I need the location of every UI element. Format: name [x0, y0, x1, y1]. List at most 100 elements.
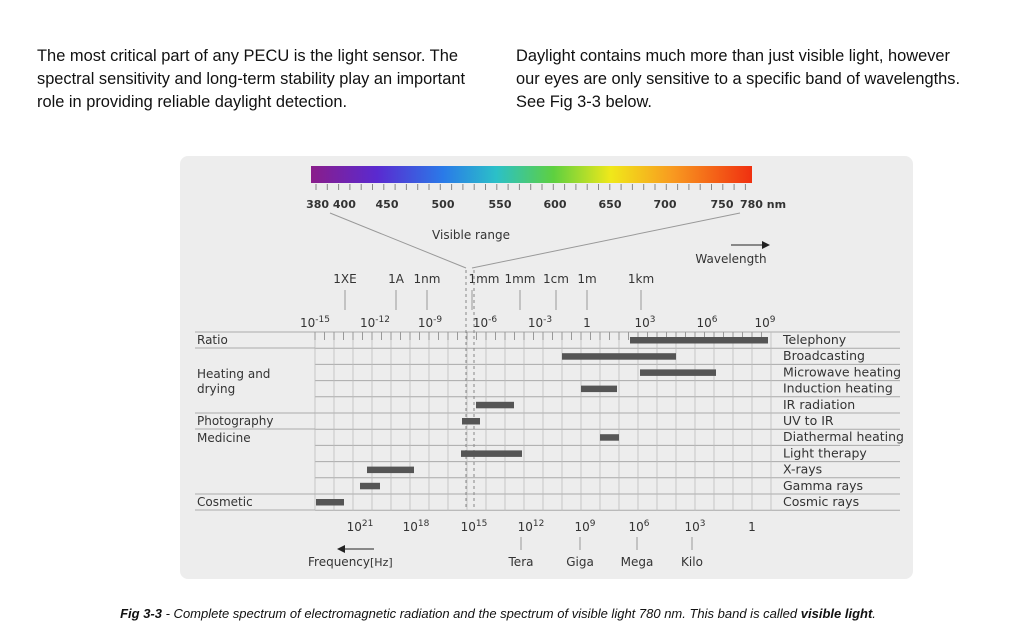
spectrum-bar [311, 166, 752, 183]
application-label: Gamma rays [783, 478, 863, 493]
application-label: Cosmic rays [783, 494, 859, 509]
frequency-power: 1018 [403, 519, 430, 534]
power-exp: 9 [770, 315, 776, 325]
power-exp: 9 [590, 519, 596, 529]
frequency-text: Frequency [308, 555, 370, 569]
wavelength-power: 1 [583, 316, 591, 330]
frequency-unit: [Hz] [370, 556, 393, 569]
frequency-power: 103 [684, 519, 705, 534]
range-bar [316, 499, 344, 506]
paragraph-line: our eyes are only sensitive to a specifi… [516, 69, 960, 88]
frequency-label: Frequency[Hz] [308, 555, 393, 569]
wavelength-power: 10-6 [473, 315, 498, 330]
caption-text: - Complete spectrum of electromagnetic r… [162, 606, 801, 621]
power-exp: 21 [362, 519, 373, 529]
range-bar [581, 385, 617, 393]
application-label: Induction heating [783, 381, 893, 396]
prefix: Mega [621, 555, 654, 569]
power-base: 10 [628, 520, 643, 534]
wavelength-nm-label: 600 [544, 198, 567, 211]
power-base: 10 [528, 316, 543, 330]
length-unit: 1m [577, 272, 596, 286]
power-base: 10 [684, 520, 699, 534]
wavelength-nm-label: 750 [711, 198, 734, 211]
wavelength-nm-label: 550 [489, 198, 512, 211]
application-label: Diathermal heating [783, 429, 904, 444]
length-unit: 1mm [504, 272, 535, 286]
wavelength-power: 109 [754, 315, 775, 330]
power-base: 10 [473, 316, 488, 330]
length-unit: 1XE [333, 272, 356, 286]
power-base: 10 [461, 520, 476, 534]
power-base: 10 [518, 520, 533, 534]
wavelength-power: 10-12 [360, 315, 390, 330]
power-exp: 6 [644, 519, 650, 529]
wavelength-nm-label: 700 [654, 198, 677, 211]
wavelength-power: 106 [696, 315, 717, 330]
power-exp: -9 [433, 315, 442, 325]
power-base: 10 [634, 316, 649, 330]
length-unit: 1mm [468, 272, 499, 286]
length-unit: 1nm [414, 272, 441, 286]
application-label: Microwave heating [783, 364, 901, 379]
wavelength-nm-label: 780 nm [740, 198, 786, 211]
length-unit: 1A [388, 272, 405, 286]
range-bar [462, 418, 480, 425]
application-label: Broadcasting [783, 348, 865, 363]
power-exp: -6 [488, 315, 497, 325]
range-bar [600, 434, 619, 441]
visible-range: Visible range [432, 228, 510, 242]
visible-line [471, 212, 741, 269]
group-label: Photography [197, 414, 273, 428]
caption: Fig 3-3 - Complete spectrum of electroma… [120, 606, 876, 621]
frequency-power: 1012 [518, 519, 545, 534]
application-label: X-rays [783, 462, 822, 477]
wavelength-nm-label: 380 400 [306, 198, 356, 211]
prefix: Kilo [681, 555, 703, 569]
power-exp: -12 [375, 315, 390, 325]
group-label: Heating and [197, 367, 270, 381]
frequency-power: 1 [748, 520, 756, 534]
wavelength-power: 10-9 [418, 315, 443, 330]
group-label: Ratio [197, 333, 228, 347]
arrow-head [762, 241, 770, 249]
frequency-power: 1015 [461, 519, 488, 534]
prefix: Giga [566, 555, 594, 569]
power-base: 10 [418, 316, 433, 330]
length-unit: 1cm [543, 272, 569, 286]
wavelength-nm-label: 450 [376, 198, 399, 211]
power-exp: 3 [650, 315, 656, 325]
power-exp: 6 [712, 315, 718, 325]
power-exp: 3 [700, 519, 706, 529]
power-base: 1 [748, 520, 756, 534]
frequency-power: 109 [574, 519, 595, 534]
power-base: 10 [696, 316, 711, 330]
power-exp: 15 [476, 519, 487, 529]
figure-panel [180, 156, 913, 579]
caption-emphasis: visible light [801, 606, 873, 621]
paragraph-line: The most critical part of any PECU is th… [37, 46, 458, 65]
arrow-head [337, 545, 345, 553]
wavelength-label: Wavelength [695, 252, 766, 266]
power-base: 1 [583, 316, 591, 330]
frequency-power: 1021 [347, 519, 374, 534]
group-label: drying [197, 382, 235, 396]
range-bar [367, 466, 414, 474]
power-base: 10 [574, 520, 589, 534]
power-base: 10 [403, 520, 418, 534]
power-exp: -3 [543, 315, 552, 325]
frequency-power: 106 [628, 519, 649, 534]
application-label: IR radiation [783, 397, 855, 412]
group-label: Cosmetic [197, 495, 253, 509]
wavelength-power: 10-3 [528, 315, 552, 330]
power-base: 10 [347, 520, 362, 534]
range-bar [461, 450, 522, 457]
paragraph-line: See Fig 3-3 below. [516, 92, 652, 111]
length-unit: 1km [628, 272, 654, 286]
wavelength-nm-label: 650 [599, 198, 622, 211]
wavelength-power: 10-15 [300, 315, 330, 330]
power-base: 10 [300, 316, 315, 330]
power-base: 10 [754, 316, 769, 330]
power-exp: 18 [418, 519, 430, 529]
